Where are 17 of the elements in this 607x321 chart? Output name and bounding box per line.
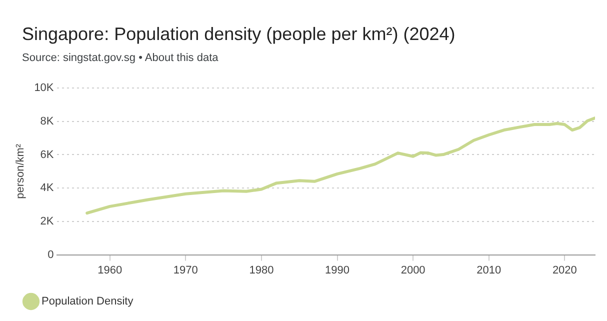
y-tick-label: 6K <box>40 148 54 161</box>
y-tick-label: 8K <box>40 115 54 128</box>
x-tick-label: 1980 <box>249 264 274 276</box>
x-tick-label: 1960 <box>98 264 122 276</box>
source-note: Source: singstat.gov.sg • About this data <box>22 52 218 64</box>
x-tick-label: 2000 <box>400 264 426 276</box>
y-axis-title: person/km² <box>14 144 27 199</box>
legend-label: Population Density <box>42 296 134 308</box>
y-tick-label: 4K <box>40 182 54 194</box>
x-tick-label: 2020 <box>552 264 577 276</box>
y-tick-label: 0 <box>48 248 54 261</box>
y-tick-label: 2K <box>40 215 54 228</box>
x-tick-label: 1990 <box>325 264 350 276</box>
x-tick-label: 1970 <box>173 264 198 276</box>
x-tick-label: 2010 <box>476 264 502 276</box>
y-tick-label: 10K <box>34 82 54 94</box>
chart-title: Singapore: Population density (people per km²) (2024) <box>22 24 456 45</box>
